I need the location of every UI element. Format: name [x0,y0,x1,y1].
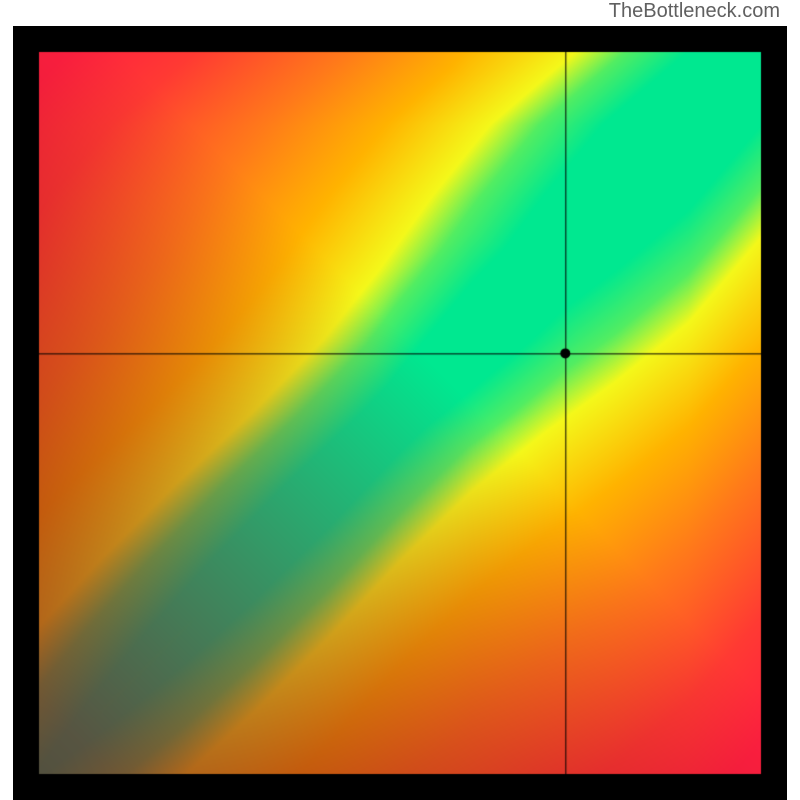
heatmap-canvas [13,26,787,800]
chart-frame [13,26,787,800]
chart-container: TheBottleneck.com [0,0,800,800]
watermark-text: TheBottleneck.com [609,0,780,23]
